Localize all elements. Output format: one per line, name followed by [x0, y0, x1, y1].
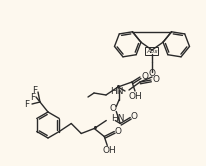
Text: O: O: [114, 127, 121, 136]
Text: O: O: [148, 69, 155, 78]
Text: F: F: [24, 99, 29, 109]
Text: Abs: Abs: [146, 48, 157, 53]
Text: F: F: [32, 85, 37, 94]
Text: OH: OH: [102, 146, 116, 155]
Text: O: O: [141, 72, 148, 81]
Text: O: O: [152, 75, 159, 83]
FancyBboxPatch shape: [145, 47, 158, 55]
Text: OH: OH: [128, 91, 141, 100]
Text: HN: HN: [110, 86, 123, 95]
Text: O: O: [109, 104, 116, 113]
Text: HN: HN: [111, 114, 124, 123]
Text: O: O: [130, 112, 137, 121]
Text: F: F: [30, 92, 35, 101]
